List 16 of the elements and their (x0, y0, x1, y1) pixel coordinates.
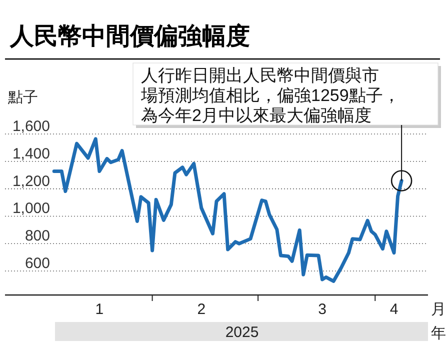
x-tick-label: 3 (318, 301, 326, 318)
x-tick-label: 1 (95, 301, 104, 318)
y-tick-label: 1,000 (12, 200, 50, 218)
y-tick-label: 1,400 (12, 145, 50, 162)
annotation: 人行昨日開出人民幣中間價與市場預測均值相比，偏強1259點子，為今年2月中以來最大偏強幅度 (140, 66, 400, 125)
x-tick-label: 4 (390, 301, 398, 318)
text: 年 (431, 325, 446, 342)
chart-title: 人民幣中間價偏強幅度 (9, 23, 250, 50)
text: 2025 (225, 324, 259, 341)
y-tick-label: 1,200 (12, 172, 50, 190)
y-tick-label: 1,600 (12, 118, 50, 135)
x-tick-label: 2 (197, 301, 206, 318)
x-axis-title: 月 (431, 301, 446, 318)
y-tick-label: 600 (24, 255, 50, 272)
y-axis-title: 點子 (7, 89, 38, 106)
y-tick-label: 800 (24, 228, 50, 245)
